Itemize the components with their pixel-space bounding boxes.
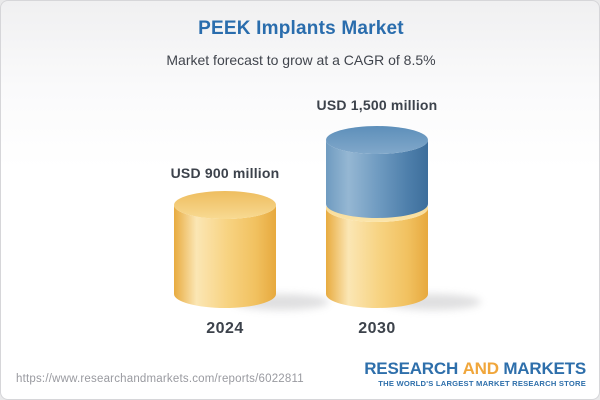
logo-word-markets: MARKETS	[503, 359, 586, 378]
bar-2024-cylinder	[174, 191, 276, 308]
category-label-2024: 2024	[206, 320, 244, 337]
value-label-2030: USD 1,500 million	[316, 97, 438, 113]
logo-word-and: AND	[462, 359, 499, 378]
chart-title: PEEK Implants Market	[198, 18, 404, 39]
category-label-2030: 2030	[358, 320, 396, 337]
chart-subtitle: Market forecast to grow at a CAGR of 8.5…	[166, 52, 436, 68]
bar-2030-growth-segment	[326, 126, 428, 218]
logo-tagline: THE WORLD'S LARGEST MARKET RESEARCH STOR…	[378, 379, 586, 388]
research-and-markets-logo: RESEARCH AND MARKETS THE WORLD'S LARGEST…	[364, 360, 586, 388]
logo-word-research: RESEARCH	[364, 359, 459, 378]
report-url: https://www.researchandmarkets.com/repor…	[16, 373, 304, 385]
value-label-2024: USD 900 million	[170, 165, 280, 181]
logo-wordmark: RESEARCH AND MARKETS	[364, 360, 586, 377]
